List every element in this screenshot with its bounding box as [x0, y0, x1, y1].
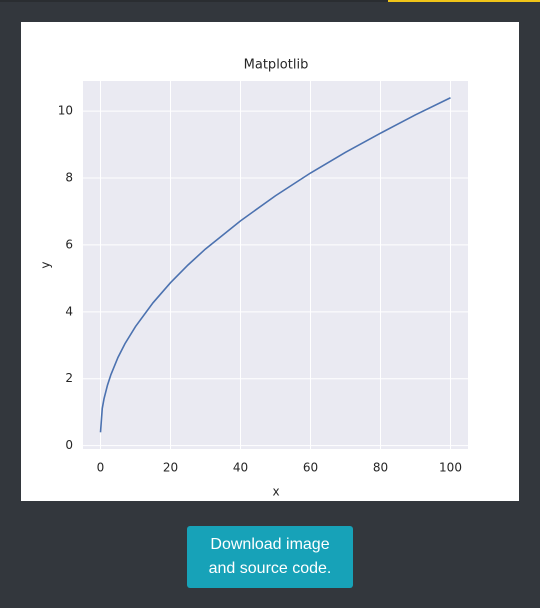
x-tick-label: 0 — [97, 461, 105, 475]
y-tick-label: 8 — [65, 171, 73, 185]
x-tick-label: 100 — [439, 461, 462, 475]
y-tick-label: 2 — [65, 371, 73, 385]
top-bar — [0, 0, 540, 2]
line-series — [99, 97, 451, 433]
y-tick-label: 10 — [58, 104, 73, 118]
y-tick-label: 4 — [65, 304, 73, 318]
x-tick-label: 60 — [303, 461, 318, 475]
y-tick-label: 0 — [65, 438, 73, 452]
plot-area — [83, 81, 468, 449]
chart-title: Matplotlib — [244, 58, 309, 73]
download-button[interactable]: Download image and source code. — [187, 526, 353, 588]
x-tick-label: 80 — [373, 461, 388, 475]
x-axis-label: x — [272, 485, 279, 499]
top-accent — [388, 0, 540, 2]
y-tick-label: 6 — [65, 237, 73, 251]
y-axis-label: y — [39, 261, 53, 268]
x-tick-label: 20 — [163, 461, 178, 475]
x-tick-label: 40 — [233, 461, 248, 475]
